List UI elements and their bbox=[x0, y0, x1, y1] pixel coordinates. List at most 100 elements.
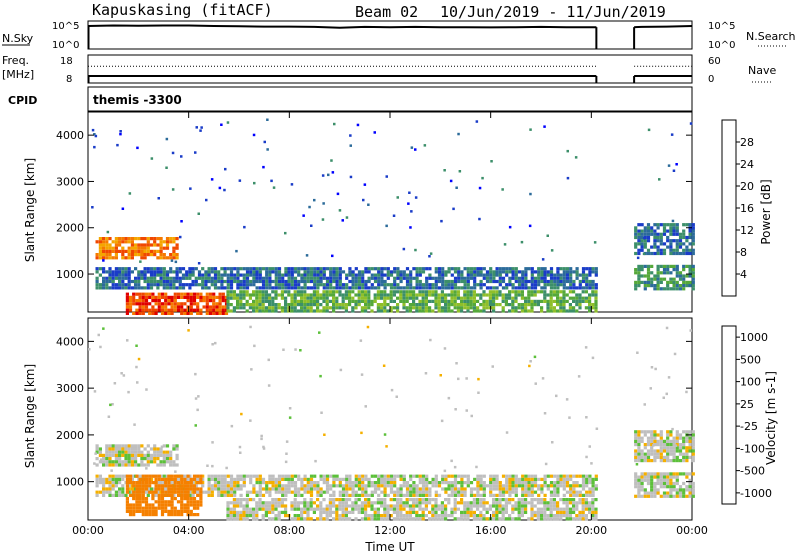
range-cell bbox=[594, 306, 598, 310]
range-cell bbox=[217, 286, 221, 290]
range-cell bbox=[556, 283, 560, 287]
range-cell bbox=[521, 487, 525, 491]
range-cell bbox=[588, 299, 592, 303]
range-cell bbox=[565, 309, 569, 313]
range-cell bbox=[162, 460, 166, 464]
range-cell bbox=[495, 273, 499, 277]
range-cell bbox=[351, 286, 355, 290]
range-cell bbox=[239, 510, 243, 514]
range-cell bbox=[591, 507, 595, 511]
range-cell bbox=[169, 460, 173, 464]
range-cell bbox=[124, 450, 128, 454]
range-cell bbox=[236, 293, 240, 297]
range-cell bbox=[405, 267, 410, 271]
range-cell bbox=[559, 309, 563, 313]
range-cell bbox=[412, 306, 416, 310]
range-cell bbox=[659, 439, 663, 443]
range-cell bbox=[492, 279, 496, 284]
range-cell bbox=[111, 477, 115, 481]
range-cell bbox=[447, 309, 451, 313]
range-cell bbox=[402, 507, 406, 511]
range-cell bbox=[252, 267, 256, 271]
range-cell bbox=[164, 509, 168, 513]
range-cell bbox=[447, 484, 451, 488]
range-cell bbox=[559, 290, 563, 294]
range-cell bbox=[169, 279, 173, 284]
range-cell bbox=[108, 279, 112, 284]
range-cell bbox=[348, 493, 352, 497]
y-tick-label: 4000 bbox=[56, 335, 84, 348]
range-cell bbox=[386, 474, 390, 478]
range-cell bbox=[508, 225, 512, 229]
range-cell bbox=[140, 243, 144, 247]
range-cell bbox=[277, 273, 282, 277]
range-cell bbox=[673, 352, 677, 356]
range-cell bbox=[505, 286, 509, 290]
range-cell bbox=[300, 517, 304, 521]
range-cell bbox=[325, 490, 330, 494]
range-cell bbox=[118, 286, 122, 290]
range-cell bbox=[194, 267, 198, 271]
range-cell bbox=[255, 293, 259, 297]
range-cell bbox=[546, 517, 550, 521]
range-cell bbox=[345, 481, 349, 485]
range-cell bbox=[380, 517, 384, 521]
range-cell bbox=[183, 484, 187, 488]
range-cell bbox=[226, 309, 230, 313]
range-cell bbox=[300, 507, 304, 511]
range-cell bbox=[476, 293, 480, 297]
range-cell bbox=[665, 392, 668, 396]
range-cell bbox=[389, 283, 394, 287]
range-cell bbox=[434, 270, 438, 274]
range-cell bbox=[170, 259, 174, 262]
range-cell bbox=[165, 444, 170, 448]
range-cell bbox=[114, 463, 118, 467]
range-cell bbox=[102, 270, 106, 274]
range-cell bbox=[666, 485, 670, 489]
range-cell bbox=[659, 433, 663, 437]
range-cell bbox=[313, 484, 317, 488]
range-cell bbox=[380, 293, 384, 297]
range-cell bbox=[341, 270, 346, 274]
range-cell bbox=[418, 504, 422, 508]
range-cell bbox=[450, 507, 454, 511]
range-cell bbox=[303, 296, 307, 300]
range-cell bbox=[165, 279, 170, 284]
range-cell bbox=[186, 474, 190, 478]
range-cell bbox=[536, 517, 540, 521]
range-cell bbox=[646, 226, 651, 230]
range-cell bbox=[489, 487, 493, 491]
range-cell bbox=[399, 276, 403, 280]
range-cell bbox=[543, 510, 547, 514]
range-cell bbox=[453, 286, 458, 290]
range-cell bbox=[408, 517, 412, 521]
range-cell bbox=[425, 487, 429, 491]
range-cell bbox=[213, 270, 218, 274]
range-cell bbox=[138, 509, 142, 513]
range-cell bbox=[205, 198, 208, 202]
colorbar-tick-label: -500 bbox=[740, 465, 765, 478]
range-cell bbox=[581, 501, 585, 505]
range-cell bbox=[685, 248, 689, 252]
range-cell bbox=[456, 293, 460, 297]
range-cell bbox=[569, 286, 573, 290]
range-cell bbox=[527, 299, 531, 303]
freq-right-label: Nave bbox=[748, 64, 776, 77]
range-cell bbox=[377, 474, 381, 478]
range-cell bbox=[271, 487, 275, 491]
range-cell bbox=[149, 286, 154, 290]
range-cell bbox=[495, 504, 499, 508]
range-cell bbox=[180, 513, 184, 517]
range-cell bbox=[656, 481, 660, 486]
range-cell bbox=[527, 279, 531, 284]
range-cell bbox=[124, 249, 128, 253]
range-cell bbox=[172, 279, 176, 284]
range-cell bbox=[236, 283, 240, 287]
range-cell bbox=[383, 309, 387, 313]
range-cell bbox=[252, 487, 256, 491]
range-cell bbox=[412, 510, 416, 514]
range-cell bbox=[232, 507, 236, 511]
range-cell bbox=[239, 498, 243, 502]
range-cell bbox=[383, 279, 387, 284]
range-cell bbox=[354, 474, 358, 478]
